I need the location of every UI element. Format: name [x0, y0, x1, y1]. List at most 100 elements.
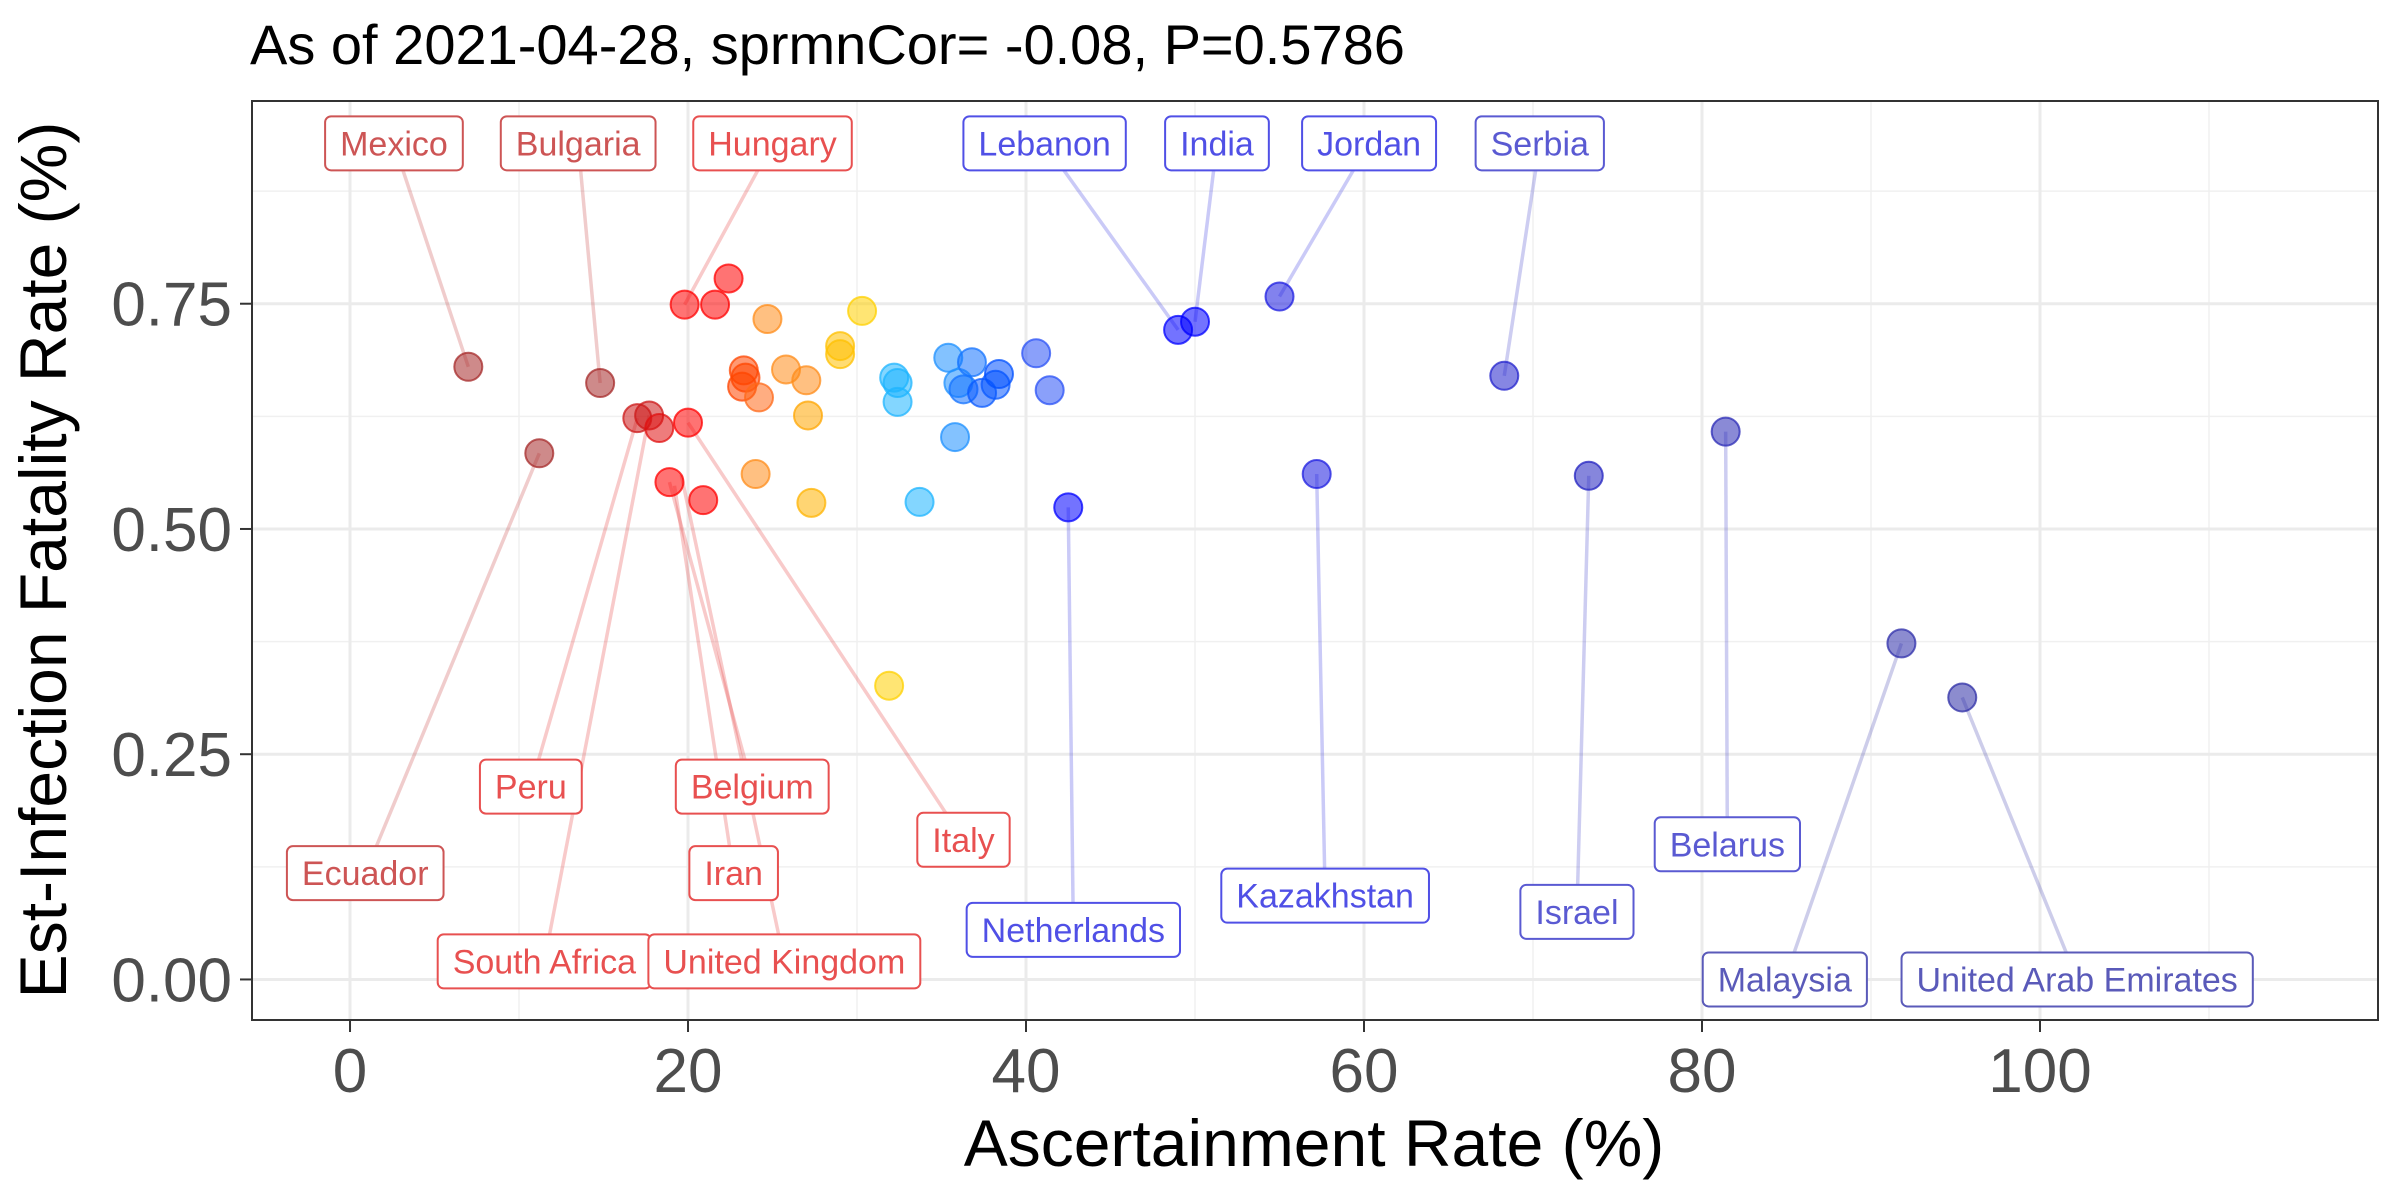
point-label: Netherlands — [965, 901, 1182, 958]
label-box — [1474, 115, 1605, 172]
y-tick-label: 0.25 — [111, 721, 232, 790]
point-label: Bulgaria — [499, 115, 657, 172]
data-point — [882, 386, 913, 417]
leader-line — [576, 143, 602, 384]
data-point — [673, 407, 704, 438]
point-label: Hungary — [692, 115, 853, 172]
data-point — [743, 382, 774, 413]
leader-line — [529, 417, 639, 788]
data-point — [654, 467, 685, 498]
y-tick-label: 0.75 — [111, 271, 232, 340]
label-box — [1164, 115, 1270, 172]
leader-line — [1723, 431, 1730, 845]
data-point — [793, 400, 824, 431]
x-tick-label: 20 — [654, 1037, 723, 1106]
data-point — [644, 413, 675, 444]
label-text: Jordan — [1317, 125, 1421, 163]
y-axis-title: Est-Infection Fatality Rate (%) — [6, 122, 80, 999]
data-point — [1264, 281, 1295, 312]
data-point — [796, 487, 827, 518]
point-label: Iran — [688, 845, 779, 902]
data-point — [752, 304, 783, 335]
point-label: Serbia — [1474, 115, 1605, 172]
x-tick-label: 80 — [1668, 1037, 1737, 1106]
label-box — [1653, 816, 1801, 873]
point-label: Lebanon — [962, 115, 1127, 172]
label-text: Lebanon — [978, 125, 1110, 163]
label-box — [962, 115, 1127, 172]
data-point — [791, 365, 822, 396]
leader-line — [1960, 696, 2079, 981]
point-label: Italy — [916, 811, 1011, 868]
point-label: Malaysia — [1701, 951, 1868, 1008]
point-label: India — [1164, 115, 1270, 172]
label-text: Mexico — [340, 125, 448, 163]
leader-line — [542, 415, 651, 962]
label-box — [674, 758, 830, 815]
label-box — [647, 933, 922, 990]
data-point — [740, 459, 771, 490]
data-point — [874, 670, 905, 701]
leader-line — [1043, 142, 1180, 331]
leader-line — [1783, 642, 1904, 981]
point-label: Peru — [478, 758, 583, 815]
point-label: United Arab Emirates — [1900, 951, 2254, 1008]
label-box — [1900, 951, 2254, 1008]
x-tick-label: 100 — [1988, 1037, 2091, 1106]
plot-panel-border — [251, 100, 2379, 1021]
data-point — [904, 486, 935, 517]
leader-line — [363, 452, 541, 874]
leader-line — [392, 142, 470, 368]
data-point — [453, 351, 484, 382]
label-text: United Kingdom — [663, 943, 905, 981]
point-label: Mexico — [324, 115, 464, 172]
label-box — [324, 115, 464, 172]
label-box — [1301, 115, 1438, 172]
leader-line — [1066, 507, 1076, 930]
point-label: Belgium — [674, 758, 830, 815]
data-point — [524, 438, 555, 469]
label-text: Iran — [704, 855, 763, 893]
point-label: Belarus — [1653, 816, 1801, 873]
label-box — [478, 758, 583, 815]
label-text: Malaysia — [1718, 961, 1852, 999]
label-text: South Africa — [453, 943, 636, 981]
label-text: Belgium — [691, 769, 814, 807]
data-point — [1180, 306, 1211, 337]
point-label: United Kingdom — [647, 933, 922, 990]
leader-line — [686, 421, 965, 841]
data-point — [847, 295, 878, 326]
data-point — [585, 368, 616, 399]
label-box — [1519, 883, 1635, 940]
x-tick-label: 40 — [992, 1037, 1061, 1106]
label-text: Serbia — [1491, 125, 1589, 163]
chart-title: As of 2021-04-28, sprmnCor= -0.08, P=0.5… — [250, 13, 1405, 76]
label-box — [965, 901, 1182, 958]
label-text: Netherlands — [982, 912, 1165, 950]
label-text: Kazakhstan — [1236, 878, 1414, 916]
label-box — [1701, 951, 1868, 1008]
label-text: Ecuador — [302, 855, 429, 893]
leader-line — [667, 481, 754, 788]
data-point — [1021, 338, 1052, 369]
data-point — [1573, 460, 1604, 491]
label-text: Belarus — [1670, 826, 1785, 864]
data-point — [983, 358, 1014, 389]
data-point — [1489, 360, 1520, 391]
y-tick-label: 0.00 — [111, 946, 232, 1015]
data-point — [669, 289, 700, 320]
data-point — [700, 289, 731, 320]
x-axis-ticks: 0 20 40 60 80 100 — [333, 1020, 2092, 1106]
leader-line — [1314, 473, 1327, 896]
point-labels: Mexico Bulgaria Hungary Lebanon India Jordan S… — [285, 115, 2254, 1008]
label-text: Hungary — [708, 125, 837, 163]
point-label: South Africa — [436, 933, 653, 990]
data-point — [1886, 628, 1917, 659]
x-tick-label: 0 — [333, 1037, 367, 1106]
label-leader-lines — [363, 142, 2079, 981]
data-points — [453, 263, 1978, 713]
y-tick-label: 0.50 — [111, 496, 232, 565]
data-point — [1710, 416, 1741, 447]
point-label: Jordan — [1301, 115, 1438, 172]
